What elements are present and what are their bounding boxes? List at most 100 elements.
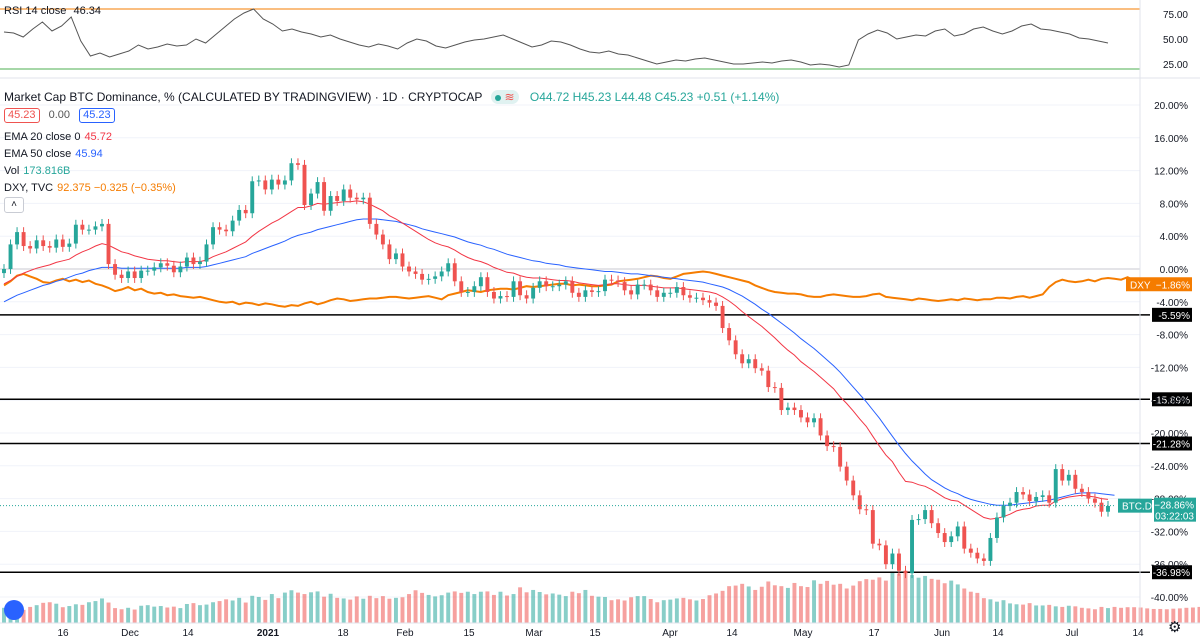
- level-badge: [1152, 436, 1192, 451]
- volume-bar: [100, 598, 104, 623]
- volume-legend[interactable]: Vol 173.816B: [4, 164, 70, 178]
- candle-body: [681, 287, 686, 296]
- buy-price-button[interactable]: 45.23: [79, 108, 115, 123]
- candle-body: [603, 279, 607, 292]
- time-axis[interactable]: 16 Dec 14 2021 18 Feb 15 Mar 15 Apr 14 May 17 Jun 14 Ju…: [0, 622, 1200, 639]
- candle-body: [472, 286, 477, 292]
- ema50-legend[interactable]: EMA 50 close 45.94: [4, 147, 103, 161]
- candle-body: [28, 246, 33, 249]
- volume-bar: [603, 596, 607, 623]
- candle-body: [1034, 496, 1039, 502]
- candle-body: [661, 292, 666, 297]
- candle-body: [465, 291, 470, 293]
- candle-body: [1040, 495, 1045, 497]
- y-tick-label: -40.00%: [1151, 593, 1188, 604]
- candle-body: [335, 196, 340, 201]
- tradingview-logo[interactable]: [4, 600, 24, 620]
- volume-bar: [73, 604, 78, 623]
- rsi-legend: RSI 14 close 46.34: [4, 4, 101, 18]
- ema20-legend[interactable]: EMA 20 close 0 45.72: [4, 130, 112, 144]
- candle-body: [635, 284, 640, 295]
- candle-body: [407, 266, 411, 272]
- volume-bar: [413, 590, 418, 623]
- candle-body: [80, 224, 85, 230]
- dxy-value: 92.375 −0.325 (−0.35%): [57, 182, 176, 194]
- candle-body: [616, 280, 621, 283]
- volume-bar: [766, 581, 771, 623]
- volume-bar: [1125, 607, 1130, 623]
- candle-body: [746, 359, 751, 364]
- candle-body: [393, 253, 398, 260]
- volume-bar: [465, 591, 470, 623]
- volume-bar: [256, 596, 261, 623]
- candle-body: [139, 270, 144, 279]
- volume-bar: [367, 595, 372, 623]
- volume-bar: [805, 587, 810, 623]
- volume-bar: [916, 577, 921, 623]
- candle-body: [877, 543, 882, 546]
- candle-body: [1014, 492, 1019, 503]
- candle-body: [243, 209, 248, 214]
- candle-body: [276, 179, 281, 185]
- candle-body: [126, 271, 131, 279]
- candle-body: [171, 265, 176, 273]
- level-badge: [1152, 307, 1192, 322]
- x-tick-label: 15: [463, 628, 475, 639]
- candle-body: [1066, 474, 1071, 481]
- candle-body: [936, 523, 941, 534]
- candle-body: [1060, 469, 1065, 481]
- candle-body: [838, 446, 843, 467]
- candle-body: [230, 220, 235, 232]
- rsi-tick-label: 75.00: [1163, 10, 1188, 21]
- level-badge: [1152, 392, 1192, 407]
- x-tick-label: Mar: [525, 628, 543, 639]
- volume-bar: [211, 602, 216, 623]
- volume-bar: [1197, 606, 1200, 623]
- horizontal-levels[interactable]: -5.59% -15.89% -21.28% -36.98%: [0, 307, 1192, 580]
- candle-body: [491, 291, 496, 299]
- candle-body: [217, 227, 222, 230]
- ema50-label: EMA 50 close: [4, 148, 72, 160]
- candle-body: [446, 263, 451, 272]
- candle-body: [622, 282, 627, 291]
- volume-bar: [674, 598, 679, 623]
- volume-bar: [975, 592, 980, 623]
- volume-bar: [387, 598, 392, 623]
- sell-price-button[interactable]: 45.23: [4, 108, 40, 123]
- candle-body: [1021, 492, 1026, 495]
- volume-bar: [67, 606, 72, 623]
- volume-bar: [1184, 607, 1189, 623]
- candle-body: [459, 281, 464, 292]
- candle-body: [720, 305, 725, 329]
- collapse-legend-button[interactable]: ˄: [4, 197, 24, 213]
- candle-body: [224, 229, 229, 232]
- candle-body: [1008, 502, 1012, 506]
- volume-bar: [642, 596, 647, 623]
- candle-body: [949, 536, 954, 543]
- candle-body: [328, 196, 333, 211]
- symbol-title[interactable]: Market Cap BTC Dominance, % (CALCULATED …: [4, 90, 483, 104]
- volume-bar: [263, 599, 268, 623]
- candles: [2, 158, 1110, 579]
- ema50-line: [3, 218, 1115, 506]
- volume-bar: [119, 609, 124, 623]
- rsi-tick-label: 50.00: [1163, 35, 1188, 46]
- volume-bar: [498, 591, 503, 623]
- candle-body: [341, 189, 346, 201]
- volume-bar: [694, 600, 699, 623]
- symbol-legend[interactable]: Market Cap BTC Dominance, % (CALCULATED …: [4, 90, 779, 104]
- volume-bar: [289, 590, 294, 623]
- volume-bar: [537, 592, 542, 623]
- candle-body: [1053, 469, 1058, 503]
- volume-bar: [1073, 606, 1078, 623]
- volume-bar: [178, 608, 183, 623]
- volume-bar: [877, 577, 882, 623]
- y-tick-label: 0.00%: [1160, 265, 1188, 276]
- dxy-legend[interactable]: DXY, TVC 92.375 −0.325 (−0.35%): [4, 181, 176, 195]
- candle-body: [916, 519, 921, 521]
- volume-bar: [165, 607, 170, 623]
- settings-gear-icon[interactable]: ⚙: [1168, 619, 1182, 636]
- volume-bar: [1158, 608, 1163, 623]
- y-tick-label: -4.00%: [1156, 298, 1188, 309]
